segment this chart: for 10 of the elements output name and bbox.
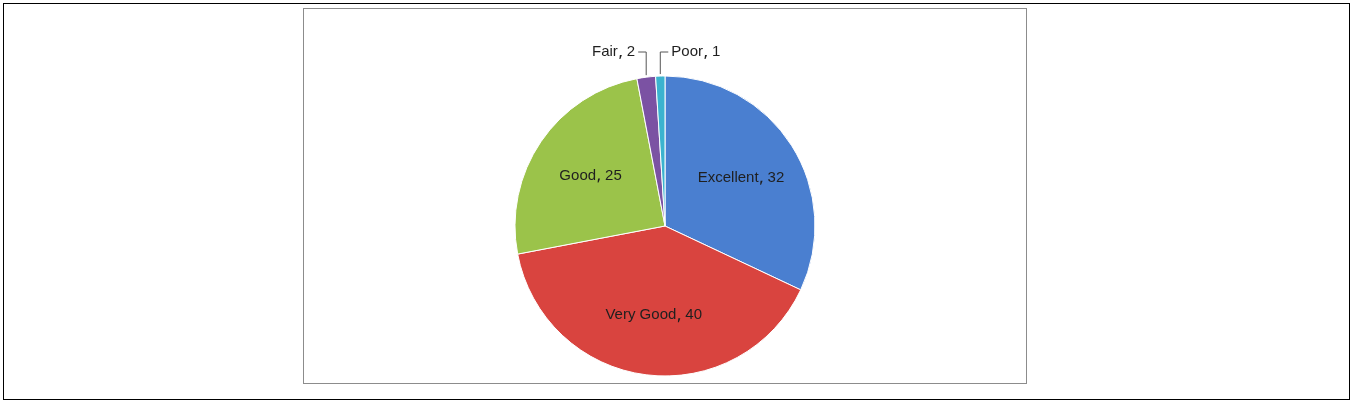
data-label: 1 (711, 42, 721, 60)
data-label: 40 (685, 305, 702, 323)
slice-label: Poor (671, 42, 703, 60)
data-label: 25 (605, 165, 622, 183)
data-label: 2 (626, 42, 636, 60)
slice-label: Good (559, 165, 597, 183)
slice-label: Very Good (605, 305, 677, 323)
slice-label: Excellent (697, 167, 760, 185)
data-label: 32 (767, 167, 785, 185)
slice-label: Fair (592, 42, 618, 60)
